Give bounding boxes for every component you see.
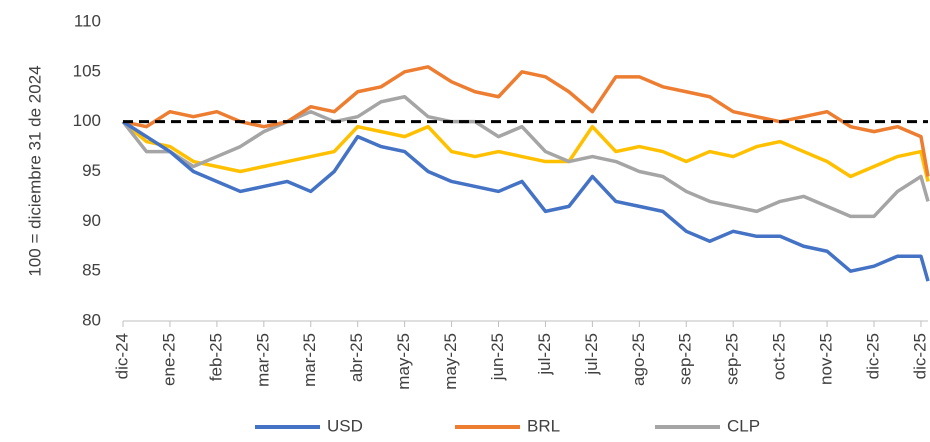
- x-tick-label: jul-25: [535, 333, 554, 376]
- x-tick-label: sep-25: [676, 333, 695, 385]
- legend-label: CLP: [727, 416, 760, 435]
- x-tick-label: mar-25: [253, 333, 272, 387]
- series-line: [122, 65, 930, 177]
- y-tick-label: 110: [74, 11, 101, 30]
- x-tick-label: jul-25: [582, 333, 601, 376]
- legend-label: BRL: [527, 416, 560, 435]
- y-axis-label: 100 = diciembre 31 de 2024: [25, 65, 44, 276]
- x-tick-label: ene-25: [159, 333, 178, 386]
- y-tick-label: 90: [82, 211, 101, 230]
- x-tick-label: oct-25: [770, 333, 789, 380]
- y-tick-label: 95: [82, 161, 101, 180]
- y-tick-label: 85: [82, 261, 101, 280]
- series-line: [121, 120, 930, 182]
- x-tick-label: feb-25: [206, 333, 225, 381]
- x-tick-label: dic-24: [112, 333, 131, 379]
- y-tick-label: 100: [73, 111, 101, 130]
- series-line: [122, 120, 930, 282]
- x-tick-label: nov-25: [817, 333, 836, 385]
- x-tick-label: sep-25: [723, 333, 742, 385]
- y-tick-label: 80: [82, 310, 101, 329]
- x-tick-label: mar-25: [300, 333, 319, 387]
- x-tick-label: ago-25: [629, 333, 648, 386]
- x-tick-label: jun-25: [488, 333, 507, 381]
- legend-label: USD: [327, 416, 363, 435]
- x-tick-label: abr-25: [347, 333, 366, 382]
- x-tick-label: dic-25: [864, 333, 883, 379]
- series-line: [121, 95, 930, 219]
- y-tick-label: 105: [73, 61, 101, 80]
- x-tick-label: dic-25: [910, 333, 929, 379]
- x-tick-label: may-25: [394, 333, 413, 390]
- x-tick-label: may-25: [441, 333, 460, 390]
